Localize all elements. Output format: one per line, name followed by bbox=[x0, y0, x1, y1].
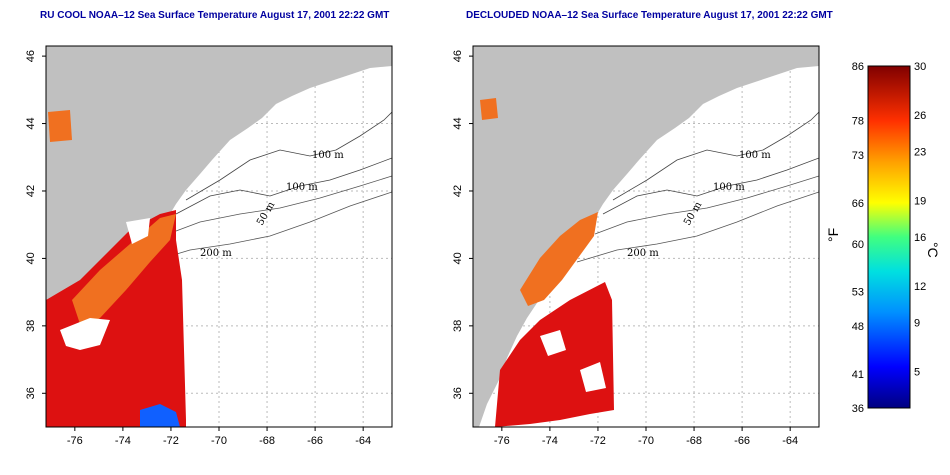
left-contour-label: 200 m bbox=[200, 248, 232, 259]
lat-tick-label: 36 bbox=[25, 387, 37, 399]
lat-tick-label: 42 bbox=[25, 185, 37, 197]
left-cloud-patch bbox=[60, 318, 110, 350]
left-sst-swath bbox=[46, 210, 186, 427]
celsius-tick-label: 12 bbox=[914, 281, 926, 293]
colorbar-gradient bbox=[867, 65, 911, 409]
fahrenheit-tick-label: 78 bbox=[852, 116, 864, 128]
lon-tick-label: -70 bbox=[211, 435, 227, 447]
fahrenheit-unit-label: °F bbox=[825, 228, 841, 242]
lat-tick-label: 46 bbox=[452, 50, 464, 62]
left-lat-ticks: 36 38 40 42 44 46 bbox=[25, 50, 46, 399]
lon-tick-label: -66 bbox=[734, 435, 750, 447]
temperature-colorbar: 86 78 73 66 60 53 48 41 36 30 26 23 19 16 12 9 5 °F °C bbox=[825, 61, 941, 415]
lat-tick-label: 40 bbox=[452, 252, 464, 264]
fahrenheit-tick-label: 66 bbox=[852, 198, 864, 210]
fahrenheit-tick-label: 48 bbox=[852, 321, 864, 333]
fahrenheit-tick-label: 53 bbox=[852, 287, 864, 299]
celsius-tick-label: 23 bbox=[914, 147, 926, 159]
left-panel-title: RU COOL NOAA–12 Sea Surface Temperature … bbox=[40, 10, 390, 21]
lon-tick-label: -64 bbox=[355, 435, 371, 447]
right-contour-label: 200 m bbox=[627, 248, 659, 259]
fahrenheit-tick-label: 86 bbox=[852, 61, 864, 73]
lon-tick-label: -72 bbox=[590, 435, 606, 447]
right-lon-ticks: -76 -74 -72 -70 -68 -66 -64 bbox=[494, 427, 798, 447]
lon-tick-label: -64 bbox=[782, 435, 798, 447]
lon-tick-label: -74 bbox=[115, 435, 131, 447]
fahrenheit-tick-label: 36 bbox=[852, 403, 864, 415]
right-land bbox=[473, 46, 819, 427]
right-map-content bbox=[473, 46, 819, 427]
lon-tick-label: -76 bbox=[67, 435, 83, 447]
right-contour-label: 100 m bbox=[713, 182, 745, 193]
left-shelf-outline bbox=[185, 111, 392, 201]
left-map-content bbox=[46, 46, 392, 427]
lat-tick-label: 38 bbox=[452, 320, 464, 332]
left-land bbox=[46, 46, 392, 427]
lon-tick-label: -70 bbox=[638, 435, 654, 447]
left-contour-label: 100 m bbox=[286, 182, 318, 193]
right-lat-ticks: 36 38 40 42 44 46 bbox=[452, 50, 473, 399]
lat-tick-label: 46 bbox=[25, 50, 37, 62]
celsius-tick-label: 30 bbox=[914, 61, 926, 73]
lon-tick-label: -68 bbox=[686, 435, 702, 447]
fahrenheit-tick-label: 73 bbox=[852, 150, 864, 162]
lat-tick-label: 44 bbox=[452, 117, 464, 129]
lon-tick-label: -76 bbox=[494, 435, 510, 447]
lat-tick-label: 38 bbox=[25, 320, 37, 332]
celsius-tick-label: 5 bbox=[914, 366, 920, 378]
left-sst-orange-band bbox=[72, 214, 176, 330]
lon-tick-label: -66 bbox=[307, 435, 323, 447]
right-panel-title: DECLOUDED NOAA–12 Sea Surface Temperatur… bbox=[466, 10, 833, 21]
celsius-ticks: 30 26 23 19 16 12 9 5 bbox=[914, 61, 926, 378]
celsius-tick-label: 26 bbox=[914, 110, 926, 122]
lon-tick-label: -68 bbox=[259, 435, 275, 447]
left-lon-ticks: -76 -74 -72 -70 -68 -66 -64 bbox=[67, 427, 371, 447]
right-sst-swath bbox=[495, 282, 614, 427]
fahrenheit-tick-label: 41 bbox=[852, 369, 864, 381]
left-contour-label: 100 m bbox=[312, 150, 344, 161]
lat-tick-label: 44 bbox=[25, 117, 37, 129]
right-sst-map: 100 m 100 m 50 m 200 m -76 -74 -72 -70 -68 -6… bbox=[452, 45, 820, 447]
lon-tick-label: -74 bbox=[542, 435, 558, 447]
celsius-tick-label: 16 bbox=[914, 232, 926, 244]
left-sst-map: 100 m 100 m 50 m 200 m -76 -74 -72 -70 -68 -6… bbox=[25, 45, 393, 447]
lat-tick-label: 42 bbox=[452, 185, 464, 197]
left-cool-patch bbox=[140, 404, 180, 427]
fahrenheit-tick-label: 60 bbox=[852, 239, 864, 251]
celsius-unit-label: °C bbox=[925, 242, 941, 258]
lat-tick-label: 40 bbox=[25, 252, 37, 264]
fahrenheit-ticks: 86 78 73 66 60 53 48 41 36 bbox=[852, 61, 864, 415]
right-sst-orange-band bbox=[520, 212, 598, 306]
celsius-tick-label: 9 bbox=[914, 318, 920, 330]
lat-tick-label: 36 bbox=[452, 387, 464, 399]
right-contour-label: 100 m bbox=[739, 150, 771, 161]
celsius-tick-label: 19 bbox=[914, 195, 926, 207]
lon-tick-label: -72 bbox=[163, 435, 179, 447]
